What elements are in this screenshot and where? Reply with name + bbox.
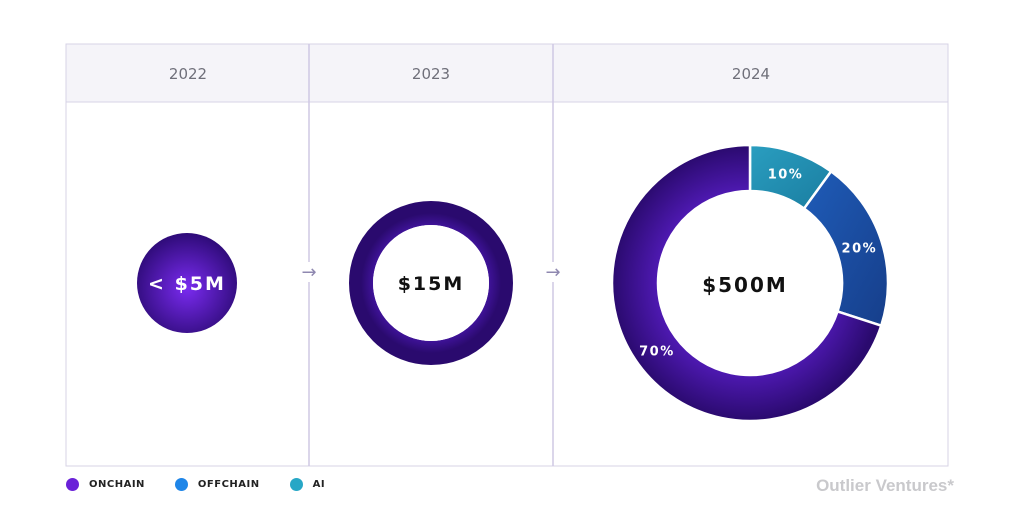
legend-item-onchain: ONCHAIN bbox=[66, 478, 145, 491]
legend-dot-icon bbox=[289, 478, 303, 491]
slice-label-offchain: 20% bbox=[842, 241, 878, 256]
legend-label: ONCHAIN bbox=[89, 479, 145, 490]
circle-2022 bbox=[137, 233, 237, 333]
ring-2023 bbox=[349, 201, 513, 365]
legend-dot-icon bbox=[66, 478, 79, 491]
brand-logo: Outlier Ventures* bbox=[816, 476, 954, 495]
header-band bbox=[66, 44, 948, 102]
legend-item-ai: AI bbox=[289, 478, 326, 491]
arrow-icon: → bbox=[545, 262, 560, 283]
total-2023: $15M bbox=[398, 273, 465, 295]
year-label-2022: 2022 bbox=[169, 65, 207, 83]
legend-label: AI bbox=[312, 479, 326, 490]
legend-dot-icon bbox=[174, 478, 188, 491]
legend-item-offchain: OFFCHAIN bbox=[174, 478, 260, 491]
donut-2024: 10% 20% 70% bbox=[610, 143, 890, 423]
slice-label-ai: 10% bbox=[768, 168, 804, 183]
frame bbox=[65, 43, 949, 467]
slice-label-onchain: 70% bbox=[639, 345, 675, 360]
year-label-2023: 2023 bbox=[412, 65, 450, 83]
legend-label: OFFCHAIN bbox=[197, 479, 260, 490]
total-2024: $500M bbox=[702, 273, 788, 297]
year-label-2024: 2024 bbox=[732, 65, 770, 83]
total-2022: < $5M bbox=[148, 273, 226, 295]
slice-onchain bbox=[610, 143, 883, 423]
arrow-icon: → bbox=[301, 262, 316, 283]
legend: ONCHAIN OFFCHAIN AI bbox=[66, 478, 325, 491]
